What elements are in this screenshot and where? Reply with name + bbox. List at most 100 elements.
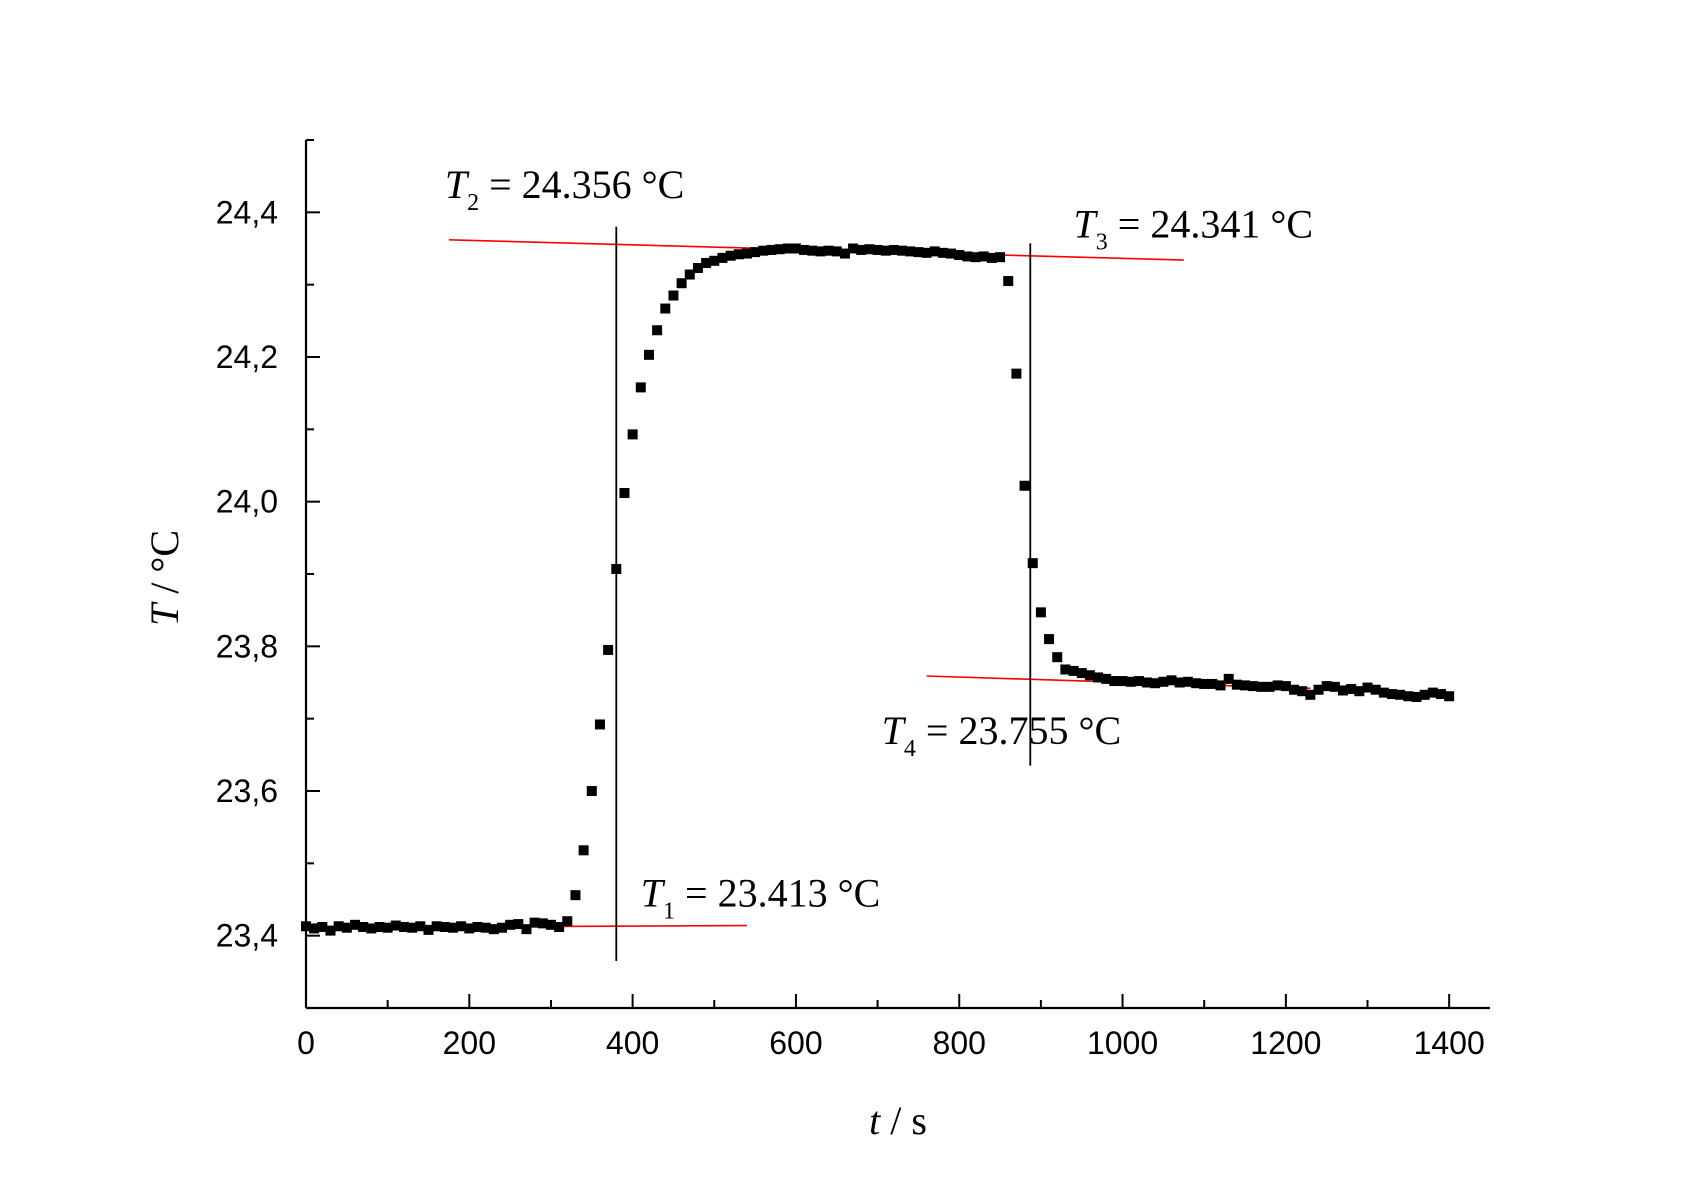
data-point	[1264, 681, 1275, 692]
data-point	[848, 243, 859, 254]
data-point	[578, 845, 589, 856]
data-point	[1354, 686, 1365, 697]
annotation-value: = 23.413 °C	[685, 871, 880, 916]
data-point	[1223, 673, 1234, 684]
data-point	[366, 923, 377, 934]
data-point	[333, 921, 344, 932]
data-point	[537, 918, 548, 929]
axis-titles: t / s T / °C	[142, 530, 927, 1143]
data-point	[790, 243, 801, 254]
data-point	[1207, 678, 1218, 689]
data-point	[766, 244, 777, 255]
data-point	[1101, 673, 1112, 684]
data-point	[1338, 685, 1349, 696]
y-axis-title: T / °C	[142, 530, 187, 626]
data-point	[456, 921, 467, 932]
annotation-label: T1 = 23.413 °C	[641, 871, 880, 925]
data-point	[545, 919, 556, 930]
fit-lines	[305, 239, 1311, 929]
data-point	[823, 245, 834, 256]
data-point	[1231, 679, 1242, 690]
y-tick-label: 24,0	[216, 484, 278, 520]
data-point	[921, 247, 932, 258]
data-point	[603, 644, 614, 655]
data-point	[701, 257, 712, 268]
annotation-var: T	[882, 708, 907, 753]
data-point	[529, 917, 540, 928]
axes: 0 200 400 600 800 1000 1200 1400 23,4 23,6 23,8 24,…	[216, 139, 1490, 1061]
data-point	[415, 921, 426, 932]
y-tick-label: 23,8	[216, 628, 278, 664]
data-point	[1370, 684, 1381, 695]
data-point	[586, 786, 597, 796]
data-point	[1272, 680, 1283, 691]
annotation-value: = 24.356 °C	[489, 162, 684, 207]
data-point	[1444, 691, 1455, 702]
x-tick-label: 1200	[1250, 1025, 1321, 1061]
data-point	[1395, 689, 1406, 700]
annotation-var: T	[445, 162, 470, 207]
data-point	[1052, 652, 1063, 663]
y-tick-label: 24,2	[216, 339, 278, 375]
data-point	[807, 245, 818, 256]
data-point	[1362, 682, 1373, 693]
data-point	[472, 921, 483, 932]
data-point	[1240, 680, 1251, 691]
data-point	[929, 246, 940, 257]
data-point	[398, 921, 409, 932]
annotation-var: T	[1074, 202, 1099, 247]
data-point	[750, 247, 761, 258]
x-tick-label: 1400	[1414, 1025, 1485, 1061]
data-point	[913, 247, 924, 258]
data-point	[374, 921, 385, 932]
data-point	[1060, 664, 1071, 675]
annotation-value: = 23.755 °C	[926, 708, 1121, 753]
data-point	[496, 922, 507, 933]
data-point	[1133, 676, 1144, 687]
data-point	[1215, 680, 1226, 691]
data-point	[513, 919, 524, 930]
data-point	[1427, 687, 1438, 698]
annotation-label: T2 = 24.356 °C	[445, 162, 684, 216]
data-point	[1109, 676, 1120, 687]
data-point	[1191, 678, 1202, 689]
data-point	[1027, 558, 1038, 569]
x-tick-label: 0	[297, 1025, 315, 1061]
data-point	[1403, 691, 1414, 702]
data-point	[488, 924, 499, 935]
data-point	[668, 290, 679, 301]
data-point	[1321, 681, 1332, 692]
data-point	[1084, 670, 1095, 681]
x-tick-label: 600	[769, 1025, 822, 1061]
data-point	[962, 251, 973, 262]
data-point	[505, 919, 516, 930]
data-point	[390, 920, 401, 931]
data-point	[439, 921, 450, 932]
data-point	[1068, 665, 1079, 676]
data-point	[447, 922, 458, 933]
data-point	[521, 924, 532, 935]
data-point	[1256, 681, 1267, 692]
data-point	[864, 244, 875, 255]
data-point	[1019, 480, 1030, 491]
data-point	[1280, 681, 1291, 692]
data-point	[880, 245, 891, 256]
data-point	[1411, 691, 1422, 702]
data-point	[839, 248, 850, 259]
data-point	[570, 890, 581, 901]
data-point	[1387, 689, 1398, 700]
data-point	[1313, 684, 1324, 695]
x-tick-label: 1000	[1087, 1025, 1158, 1061]
y-tick-label: 24,4	[216, 194, 278, 230]
data-point	[831, 246, 842, 257]
data-point	[692, 263, 703, 274]
data-point	[317, 921, 328, 932]
data-point	[1150, 678, 1161, 689]
y-axis-var: T	[142, 601, 187, 626]
data-point	[872, 244, 883, 255]
data-point	[897, 245, 908, 256]
data-point	[301, 921, 311, 932]
data-point	[717, 252, 728, 263]
data-point	[1419, 689, 1430, 700]
data-point	[382, 922, 393, 933]
